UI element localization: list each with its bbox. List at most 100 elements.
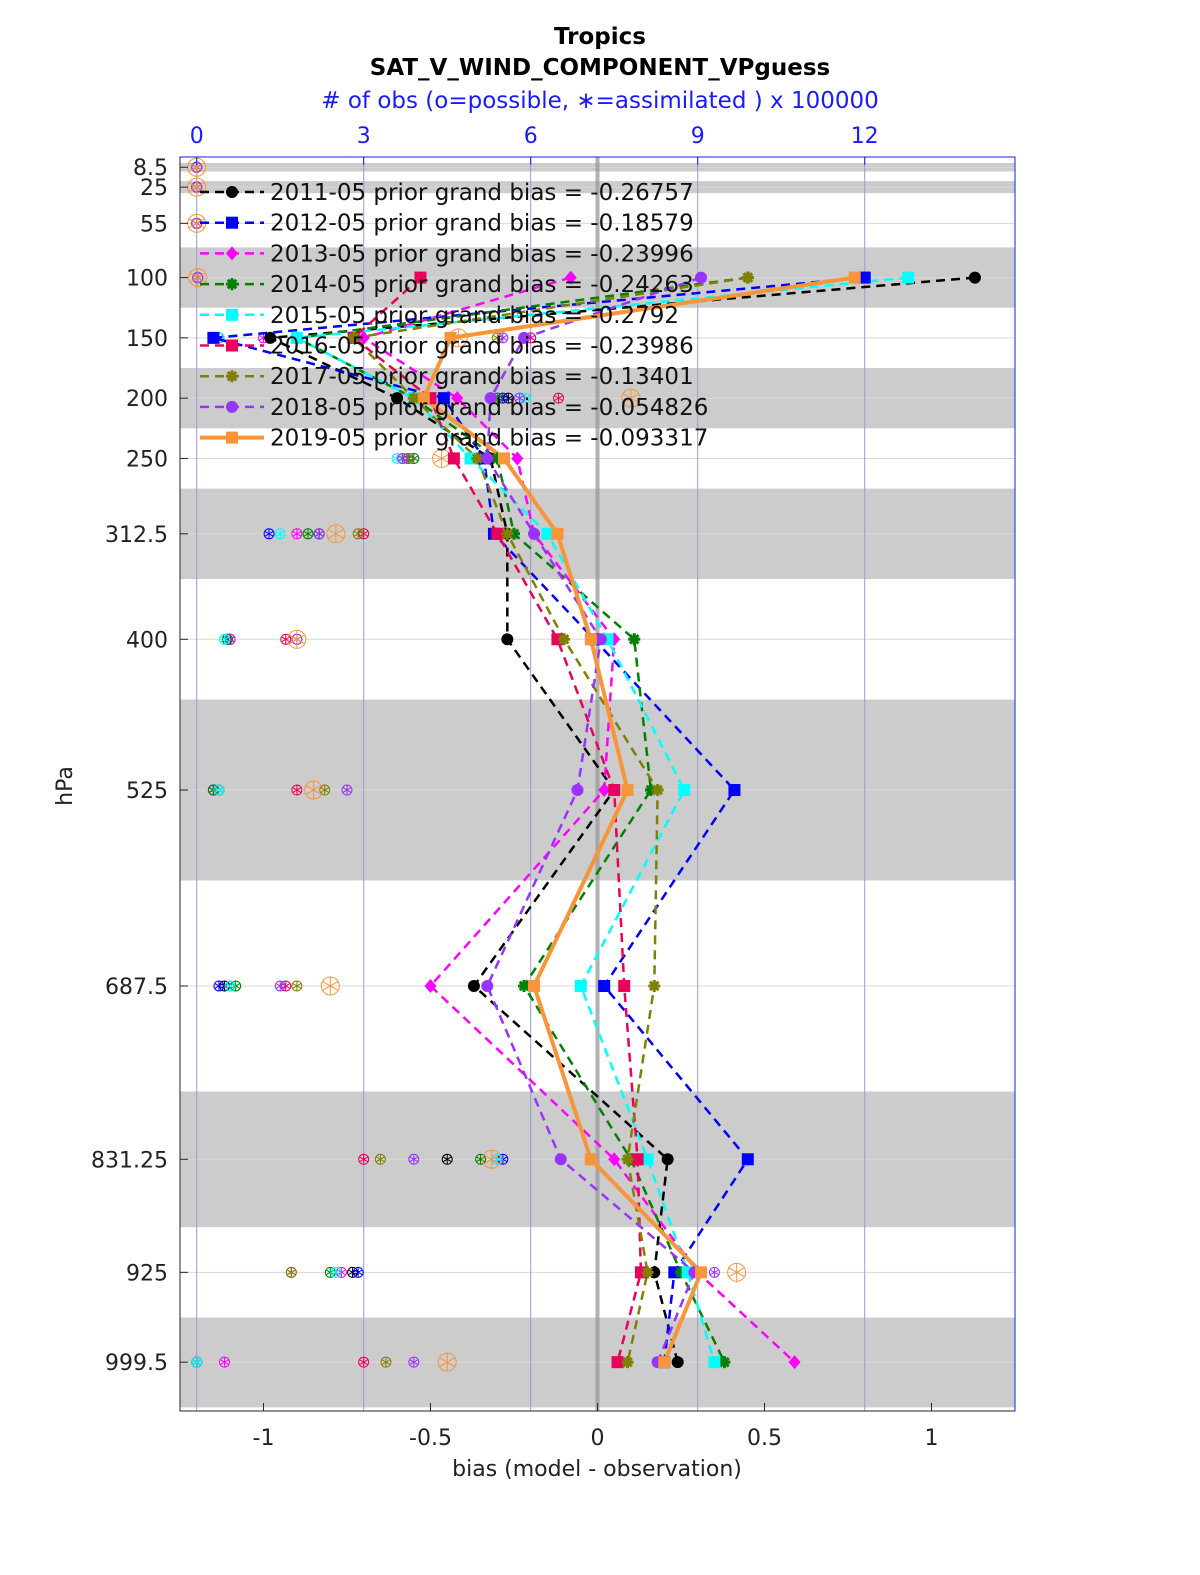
legend-label: 2017-05 prior grand bias = -0.13401 xyxy=(270,364,694,390)
series-point xyxy=(467,979,480,992)
legend-label: 2013-05 prior grand bias = -0.23996 xyxy=(270,241,694,267)
series-point xyxy=(718,1356,731,1369)
obs-assimilated-marker xyxy=(281,634,291,645)
series-point xyxy=(484,392,497,405)
series-point xyxy=(608,1152,621,1167)
top-tick-label: 3 xyxy=(357,124,371,149)
obs-assimilated-marker xyxy=(409,1357,419,1368)
y-tick-label: 999.5 xyxy=(105,1351,168,1376)
obs-assimilated-marker xyxy=(264,528,274,539)
series-point xyxy=(584,1153,597,1166)
series-point xyxy=(518,331,531,344)
obs-assimilated-marker xyxy=(553,393,564,404)
series-point xyxy=(741,1153,754,1166)
series-point xyxy=(695,271,708,284)
x-tick-label: 0 xyxy=(591,1426,605,1451)
series-markers xyxy=(207,270,981,1370)
legend-swatch-marker xyxy=(226,216,238,229)
obs-assimilated-marker xyxy=(398,453,408,464)
obs-assimilated-marker xyxy=(442,1154,452,1165)
obs-assimilated-marker xyxy=(375,1154,385,1165)
obs-assimilated-marker xyxy=(359,1154,369,1165)
obs-assimilated-marker xyxy=(439,1353,456,1372)
legend-swatch-marker xyxy=(226,186,238,198)
obs-assimilated-marker xyxy=(286,1267,296,1278)
series-point xyxy=(417,392,430,405)
top-tick-label: 12 xyxy=(851,124,879,149)
obs-assimilated-marker xyxy=(709,1267,719,1278)
obs-assimilated-marker xyxy=(192,1357,202,1368)
series-point xyxy=(671,1356,684,1369)
legend-label: 2019-05 prior grand bias = -0.093317 xyxy=(270,426,708,452)
series-point xyxy=(618,979,631,992)
series-point xyxy=(491,452,504,465)
obs-assimilated-marker xyxy=(292,980,302,991)
series-point xyxy=(290,331,303,344)
series-point xyxy=(848,271,861,284)
series-point xyxy=(528,527,541,540)
obs-assimilated-marker xyxy=(483,1150,500,1169)
series-point xyxy=(598,783,611,798)
legend-label: 2016-05 prior grand bias = -0.23986 xyxy=(270,334,694,360)
series-point xyxy=(564,270,577,285)
x-axis-label: bias (model - observation) xyxy=(452,1457,742,1482)
y-axis-ticks: 8.525 55 100 150 200 250 312.5 400 525 687.5 831.2… xyxy=(91,156,188,1376)
chart-title: Tropics xyxy=(554,24,646,50)
chart-subtitle: SAT_V_WIND_COMPONENT_VPguess xyxy=(369,55,831,81)
series-point xyxy=(481,979,494,992)
legend-label: 2014-05 prior grand bias = -0.24263 xyxy=(270,272,694,298)
series-point xyxy=(497,452,510,465)
obs-assimilated-marker xyxy=(353,1267,363,1278)
obs-assimilated-marker xyxy=(219,634,230,645)
series-point xyxy=(608,784,621,797)
y-tick-label: 312.5 xyxy=(105,523,168,548)
series-point xyxy=(264,331,277,344)
y-tick-label: 25 xyxy=(140,176,168,201)
series-point xyxy=(631,1153,644,1166)
obs-assimilated-marker xyxy=(275,528,285,539)
obs-assimilated-marker xyxy=(188,178,205,197)
y-tick-label: 250 xyxy=(126,447,168,472)
series-point xyxy=(424,978,437,993)
series-point xyxy=(501,527,514,540)
obs-assimilated-marker xyxy=(314,528,324,539)
top-tick-label: 0 xyxy=(190,124,204,149)
series-point xyxy=(628,633,641,646)
series-point xyxy=(728,784,741,797)
legend-swatch-marker xyxy=(226,246,238,261)
series-point xyxy=(447,452,460,465)
series-point xyxy=(621,784,634,797)
y-tick-label: 525 xyxy=(126,779,168,804)
series-point xyxy=(357,330,370,345)
obs-assimilated-marker xyxy=(353,528,363,539)
series-line xyxy=(292,276,748,1363)
series-point xyxy=(741,271,754,284)
obs-assimilated-marker xyxy=(433,449,450,468)
y-tick-label: 200 xyxy=(126,387,168,412)
series-point xyxy=(661,1153,674,1166)
legend-swatch-marker xyxy=(226,431,238,444)
series-point xyxy=(678,784,691,797)
obs-assimilated-marker xyxy=(214,980,224,991)
series-line xyxy=(351,276,643,1363)
y-tick-label: 400 xyxy=(126,628,168,653)
obs-assimilated-marker xyxy=(359,1357,369,1368)
obs-assimilated-marker xyxy=(292,785,302,796)
series-point xyxy=(451,391,464,406)
series-point xyxy=(584,633,597,646)
series-point xyxy=(518,979,531,992)
legend-label: 2012-05 prior grand bias = -0.18579 xyxy=(270,211,694,237)
series-point xyxy=(554,1153,567,1166)
series-point xyxy=(788,1355,801,1370)
y-tick-label: 100 xyxy=(126,267,168,292)
series-point xyxy=(571,784,584,797)
series-point xyxy=(347,331,360,344)
series-point xyxy=(407,392,420,405)
obs-assimilated-marker xyxy=(225,980,235,991)
obs-assimilated-marker xyxy=(327,524,344,543)
x-tick-label: -0.5 xyxy=(409,1426,452,1451)
series-point xyxy=(611,1356,624,1369)
series-point xyxy=(391,392,404,405)
obs-assimilated-marker xyxy=(188,214,205,233)
series-point xyxy=(695,1266,708,1279)
